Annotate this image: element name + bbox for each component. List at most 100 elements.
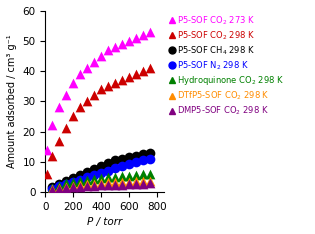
Point: [78, 178, 83, 182]
Point: [78, 106, 83, 109]
Point: [106, 176, 111, 179]
Point: [119, 174, 124, 178]
Point: [57, 184, 62, 188]
Point: [64, 181, 69, 185]
Point: [140, 152, 146, 156]
Point: [106, 161, 111, 165]
Point: [147, 179, 152, 183]
Point: [85, 99, 90, 103]
Point: [50, 124, 55, 127]
Point: [50, 154, 55, 157]
Point: [106, 169, 111, 172]
Point: [112, 45, 117, 49]
Point: [57, 106, 62, 109]
Point: [57, 139, 62, 143]
Point: [50, 188, 55, 192]
Point: [140, 158, 146, 162]
Point: [147, 66, 152, 70]
Point: [126, 180, 131, 183]
Point: [78, 72, 83, 76]
Point: [140, 33, 146, 37]
Point: [112, 166, 117, 170]
Point: [92, 182, 97, 186]
Point: [112, 180, 117, 184]
Point: [85, 66, 90, 70]
Point: [119, 157, 124, 161]
Point: [126, 75, 131, 79]
Point: [126, 174, 131, 177]
Point: [64, 186, 69, 190]
Point: [119, 180, 124, 184]
Point: [99, 181, 104, 185]
Point: [71, 81, 76, 85]
Point: [112, 158, 117, 162]
Point: [57, 186, 62, 190]
Point: [64, 185, 69, 189]
Point: [44, 172, 49, 176]
Point: [71, 180, 76, 184]
Point: [92, 184, 97, 188]
Point: [44, 148, 49, 151]
Point: [64, 127, 69, 130]
Point: [99, 184, 104, 187]
Point: [140, 182, 146, 186]
Point: [99, 176, 104, 180]
Point: [92, 167, 97, 171]
Point: [78, 183, 83, 187]
Point: [50, 187, 55, 191]
Point: [99, 171, 104, 175]
Point: [57, 184, 62, 188]
Point: [85, 182, 90, 186]
Point: [119, 183, 124, 186]
Point: [140, 179, 146, 183]
Point: [147, 157, 152, 161]
Point: [78, 173, 83, 177]
Point: [134, 72, 139, 76]
Point: [134, 154, 139, 157]
Point: [147, 30, 152, 34]
Point: [119, 164, 124, 168]
Point: [147, 172, 152, 176]
Point: [134, 182, 139, 186]
Point: [50, 187, 55, 191]
Point: [71, 184, 76, 188]
Point: [92, 93, 97, 97]
Point: [106, 183, 111, 187]
Point: [64, 179, 69, 183]
Point: [57, 182, 62, 186]
Point: [126, 155, 131, 159]
Point: [112, 183, 117, 187]
Point: [126, 39, 131, 43]
Point: [50, 186, 55, 190]
Point: [119, 42, 124, 46]
Point: [92, 60, 97, 64]
Point: [57, 187, 62, 191]
Point: [50, 185, 55, 189]
Point: [140, 172, 146, 176]
Point: [112, 175, 117, 179]
Point: [140, 69, 146, 73]
Point: [78, 179, 83, 183]
Point: [78, 185, 83, 189]
Point: [64, 182, 69, 186]
Point: [85, 176, 90, 179]
Point: [134, 179, 139, 183]
Point: [71, 180, 76, 184]
Point: [106, 48, 111, 52]
Point: [85, 170, 90, 174]
Point: [147, 151, 152, 154]
Point: [85, 184, 90, 188]
Point: [112, 81, 117, 85]
Point: [134, 173, 139, 177]
Point: [106, 181, 111, 184]
Legend: P5-SOF CO$_2$ 273 K, P5-SOF CO$_2$ 298 K, P5-SOF CH$_4$ 298 K, P5-SOF N$_2$ 298 : P5-SOF CO$_2$ 273 K, P5-SOF CO$_2$ 298 K…: [165, 11, 288, 121]
Point: [106, 84, 111, 88]
Point: [99, 164, 104, 168]
Point: [92, 177, 97, 181]
Point: [147, 181, 152, 185]
Point: [126, 162, 131, 166]
Point: [134, 36, 139, 40]
Point: [71, 185, 76, 189]
Point: [85, 178, 90, 182]
Point: [71, 115, 76, 118]
